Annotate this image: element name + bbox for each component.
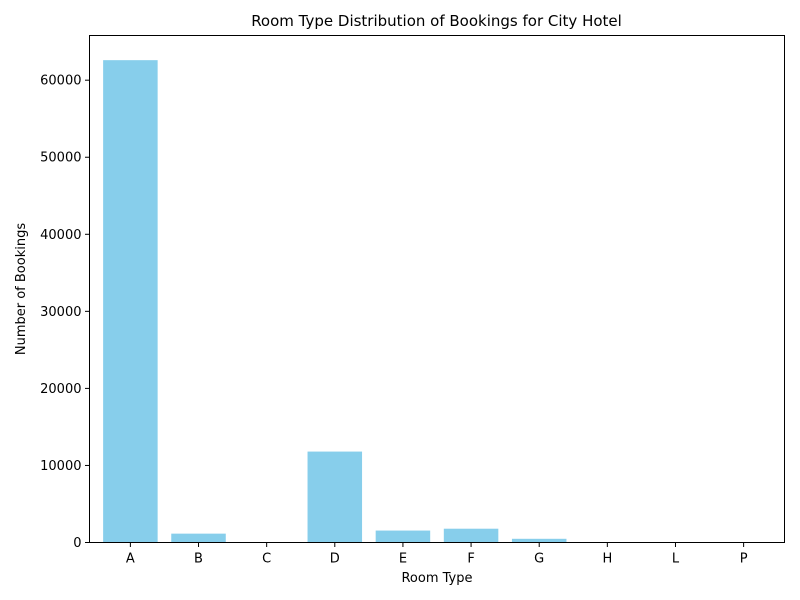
plot-frame [89, 35, 785, 543]
x-tick-label: H [602, 552, 612, 567]
y-axis-label: Number of Bookings [14, 223, 29, 355]
bar-F [443, 528, 499, 543]
bar-A [103, 60, 158, 543]
y-tick-label: 10000 [40, 459, 81, 474]
x-tick-label: A [126, 552, 135, 567]
x-tick-label: C [262, 552, 271, 567]
chart-title: Room Type Distribution of Bookings for C… [251, 12, 622, 30]
x-tick-label: F [467, 552, 474, 567]
y-tick-label: 20000 [40, 382, 81, 397]
y-axis-ticks: 0 10000 20000 30000 40000 50000 60000 [40, 74, 90, 551]
bar-B [171, 533, 226, 543]
x-tick-label: L [672, 552, 680, 567]
x-axis-label: Room Type [401, 571, 472, 586]
x-tick-label: P [740, 552, 748, 567]
x-tick-label: B [194, 552, 203, 567]
y-tick-label: 30000 [40, 305, 81, 320]
y-tick-label: 60000 [40, 74, 81, 89]
bar-G [511, 538, 567, 543]
y-tick-label: 50000 [40, 151, 81, 166]
bar-E [375, 530, 431, 543]
y-tick-label: 0 [73, 536, 81, 551]
x-tick-label: E [399, 552, 407, 567]
bars-layer [103, 60, 771, 543]
x-tick-label: G [534, 552, 544, 567]
y-tick-label: 40000 [40, 228, 81, 243]
bar-D [307, 451, 363, 543]
x-tick-label: D [330, 552, 340, 567]
